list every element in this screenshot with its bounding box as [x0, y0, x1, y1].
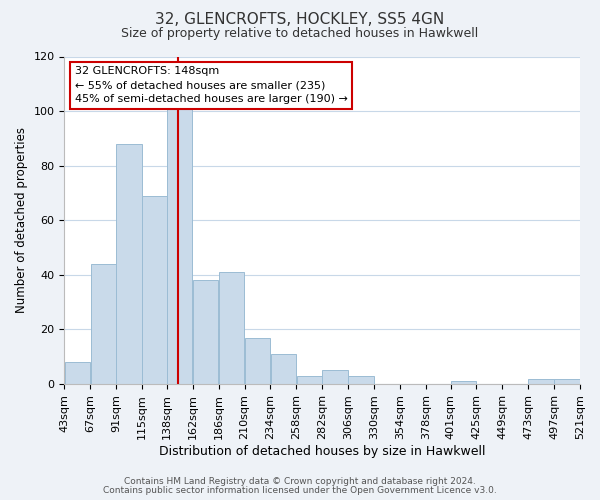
X-axis label: Distribution of detached houses by size in Hawkwell: Distribution of detached houses by size …: [159, 444, 485, 458]
Bar: [116, 144, 142, 384]
Bar: [65, 362, 90, 384]
Text: 32, GLENCROFTS, HOCKLEY, SS5 4GN: 32, GLENCROFTS, HOCKLEY, SS5 4GN: [155, 12, 445, 28]
Bar: [529, 378, 554, 384]
Bar: [91, 264, 116, 384]
Text: Size of property relative to detached houses in Hawkwell: Size of property relative to detached ho…: [121, 28, 479, 40]
Bar: [322, 370, 348, 384]
Bar: [271, 354, 296, 384]
Text: Contains public sector information licensed under the Open Government Licence v3: Contains public sector information licen…: [103, 486, 497, 495]
Bar: [193, 280, 218, 384]
Bar: [349, 376, 374, 384]
Bar: [554, 378, 580, 384]
Bar: [219, 272, 244, 384]
Bar: [167, 108, 193, 384]
Y-axis label: Number of detached properties: Number of detached properties: [15, 128, 28, 314]
Bar: [296, 376, 322, 384]
Bar: [451, 382, 476, 384]
Text: Contains HM Land Registry data © Crown copyright and database right 2024.: Contains HM Land Registry data © Crown c…: [124, 477, 476, 486]
Bar: [245, 338, 270, 384]
Bar: [142, 196, 167, 384]
Text: 32 GLENCROFTS: 148sqm
← 55% of detached houses are smaller (235)
45% of semi-det: 32 GLENCROFTS: 148sqm ← 55% of detached …: [75, 66, 347, 104]
